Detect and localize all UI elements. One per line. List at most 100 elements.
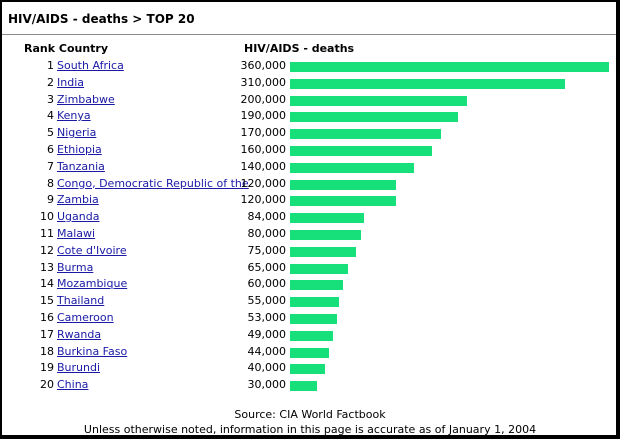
rank-label: 10 <box>40 210 54 224</box>
table-row: 3 Zimbabwe 200,000 <box>2 92 616 109</box>
bar <box>290 381 317 392</box>
rank-label: 12 <box>40 243 54 257</box>
table-row: 4 Kenya 190,000 <box>2 108 616 125</box>
value-label: 360,000 <box>240 59 287 72</box>
bar <box>290 280 343 291</box>
rank-label: 15 <box>40 294 54 308</box>
value-label: 30,000 <box>247 378 287 392</box>
value-label: 170,000 <box>240 126 287 140</box>
page-title: HIV/AIDS - deaths > TOP 20 <box>8 12 195 26</box>
accuracy-note: Unless otherwise noted, information in t… <box>83 423 537 436</box>
country-link[interactable]: Mozambique <box>57 277 128 291</box>
bar <box>290 230 361 240</box>
bar <box>290 78 565 89</box>
country-link[interactable]: China <box>57 378 89 392</box>
rank-label: 2 <box>47 75 54 89</box>
bar <box>290 314 337 324</box>
country-link[interactable]: India <box>57 75 84 89</box>
value-label: 44,000 <box>247 344 287 358</box>
rank-label: 20 <box>40 378 54 392</box>
table-row: 19 Burundi 40,000 <box>2 360 616 377</box>
rank-label: 7 <box>47 159 54 173</box>
table-row: 8 Congo, Democratic Republic of the 120,00… <box>2 176 616 193</box>
country-link[interactable]: Rwanda <box>57 327 102 341</box>
table-row: 9 Zambia 120,000 <box>2 192 616 209</box>
value-label: 190,000 <box>240 109 287 123</box>
bar <box>290 330 333 341</box>
table-row: 14 Mozambique 60,000 <box>2 276 616 293</box>
rank-label: 19 <box>40 361 54 375</box>
rank-country-column-header: Rank Country <box>24 42 109 55</box>
country-link[interactable]: Uganda <box>57 210 100 224</box>
table-row: 10 Uganda 84,000 <box>2 209 616 226</box>
bar <box>290 196 396 207</box>
value-label: 65,000 <box>247 260 287 274</box>
rank-label: 14 <box>40 277 54 291</box>
rank-label: 13 <box>40 260 54 274</box>
rank-label: 6 <box>47 143 54 156</box>
table-row: 13 Burma 65,000 <box>2 260 616 277</box>
value-label: 60,000 <box>247 277 287 291</box>
bar <box>290 179 396 190</box>
value-label: 160,000 <box>240 143 287 156</box>
rank-label: 5 <box>47 126 54 140</box>
country-link[interactable]: Cote d'Ivoire <box>57 243 127 257</box>
country-link[interactable]: Thailand <box>57 294 105 308</box>
table-row: 1 South Africa 360,000 <box>2 58 616 75</box>
rank-label: 17 <box>40 327 54 341</box>
country-link[interactable]: Zimbabwe <box>57 92 115 106</box>
table-row: 17 Rwanda 49,000 <box>2 327 616 344</box>
rank-label: 18 <box>40 344 54 358</box>
bar <box>290 129 441 140</box>
table-row: 5 Nigeria 170,000 <box>2 125 616 142</box>
table-row: 12 Cote d'Ivoire 75,000 <box>2 243 616 260</box>
bar <box>290 213 364 224</box>
table-row: 7 Tanzania 140,000 <box>2 159 616 176</box>
country-link[interactable]: Nigeria <box>57 126 97 140</box>
rank-label: 1 <box>47 59 54 72</box>
value-label: 49,000 <box>247 327 287 341</box>
country-link[interactable]: South Africa <box>57 59 124 72</box>
bar <box>290 364 325 375</box>
bar <box>290 297 339 308</box>
bar <box>290 162 414 173</box>
bar <box>290 112 458 123</box>
country-link[interactable]: Congo, Democratic Republic of the <box>57 176 249 190</box>
table-row: 16 Cameroon 53,000 <box>2 310 616 327</box>
value-label: 75,000 <box>247 243 287 257</box>
country-link[interactable]: Kenya <box>57 109 91 123</box>
country-link[interactable]: Malawi <box>57 227 96 240</box>
value-label: 40,000 <box>247 361 287 375</box>
bar <box>290 246 356 257</box>
country-link[interactable]: Burkina Faso <box>57 344 128 358</box>
table-row: 18 Burkina Faso 44,000 <box>2 344 616 361</box>
rank-label: 3 <box>47 92 54 106</box>
country-link[interactable]: Burundi <box>57 361 101 375</box>
rank-label: 16 <box>40 311 54 324</box>
value-label: 84,000 <box>247 210 287 224</box>
table-row: 2 India 310,000 <box>2 75 616 92</box>
value-label: 80,000 <box>247 227 287 240</box>
country-link[interactable]: Zambia <box>57 193 99 207</box>
rank-label: 8 <box>47 176 54 190</box>
deaths-column-header: HIV/AIDS - deaths <box>244 42 355 55</box>
value-label: 200,000 <box>240 92 287 106</box>
value-label: 310,000 <box>240 75 287 89</box>
country-link[interactable]: Burma <box>57 260 94 274</box>
rank-label: 4 <box>47 109 54 123</box>
table-row: 20 China 30,000 <box>2 377 616 394</box>
value-label: 140,000 <box>240 159 287 173</box>
table-row: 6 Ethiopia 160,000 <box>2 142 616 159</box>
rank-label: 9 <box>47 193 54 207</box>
value-label: 55,000 <box>247 294 287 308</box>
value-label: 53,000 <box>247 311 287 324</box>
value-label: 120,000 <box>240 176 287 190</box>
table-row: 11 Malawi 80,000 <box>2 226 616 243</box>
country-link[interactable]: Tanzania <box>57 159 105 173</box>
country-link[interactable]: Ethiopia <box>57 143 102 156</box>
bar <box>290 62 609 72</box>
source-text: Source: CIA World Factbook <box>234 408 386 421</box>
country-link[interactable]: Cameroon <box>57 311 114 324</box>
value-label: 120,000 <box>240 193 287 207</box>
